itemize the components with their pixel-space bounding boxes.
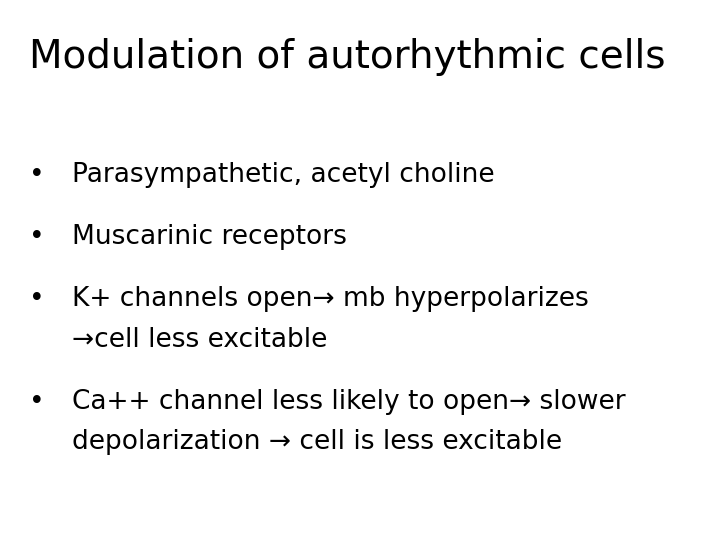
Text: depolarization → cell is less excitable: depolarization → cell is less excitable xyxy=(72,429,562,455)
Text: K+ channels open→ mb hyperpolarizes: K+ channels open→ mb hyperpolarizes xyxy=(72,286,589,312)
Text: •: • xyxy=(29,286,45,312)
Text: •: • xyxy=(29,162,45,188)
Text: Parasympathetic, acetyl choline: Parasympathetic, acetyl choline xyxy=(72,162,495,188)
Text: →cell less excitable: →cell less excitable xyxy=(72,327,328,353)
Text: Muscarinic receptors: Muscarinic receptors xyxy=(72,224,347,250)
Text: Modulation of autorhythmic cells: Modulation of autorhythmic cells xyxy=(29,38,665,76)
Text: •: • xyxy=(29,224,45,250)
Text: Ca++ channel less likely to open→ slower: Ca++ channel less likely to open→ slower xyxy=(72,389,626,415)
Text: •: • xyxy=(29,389,45,415)
